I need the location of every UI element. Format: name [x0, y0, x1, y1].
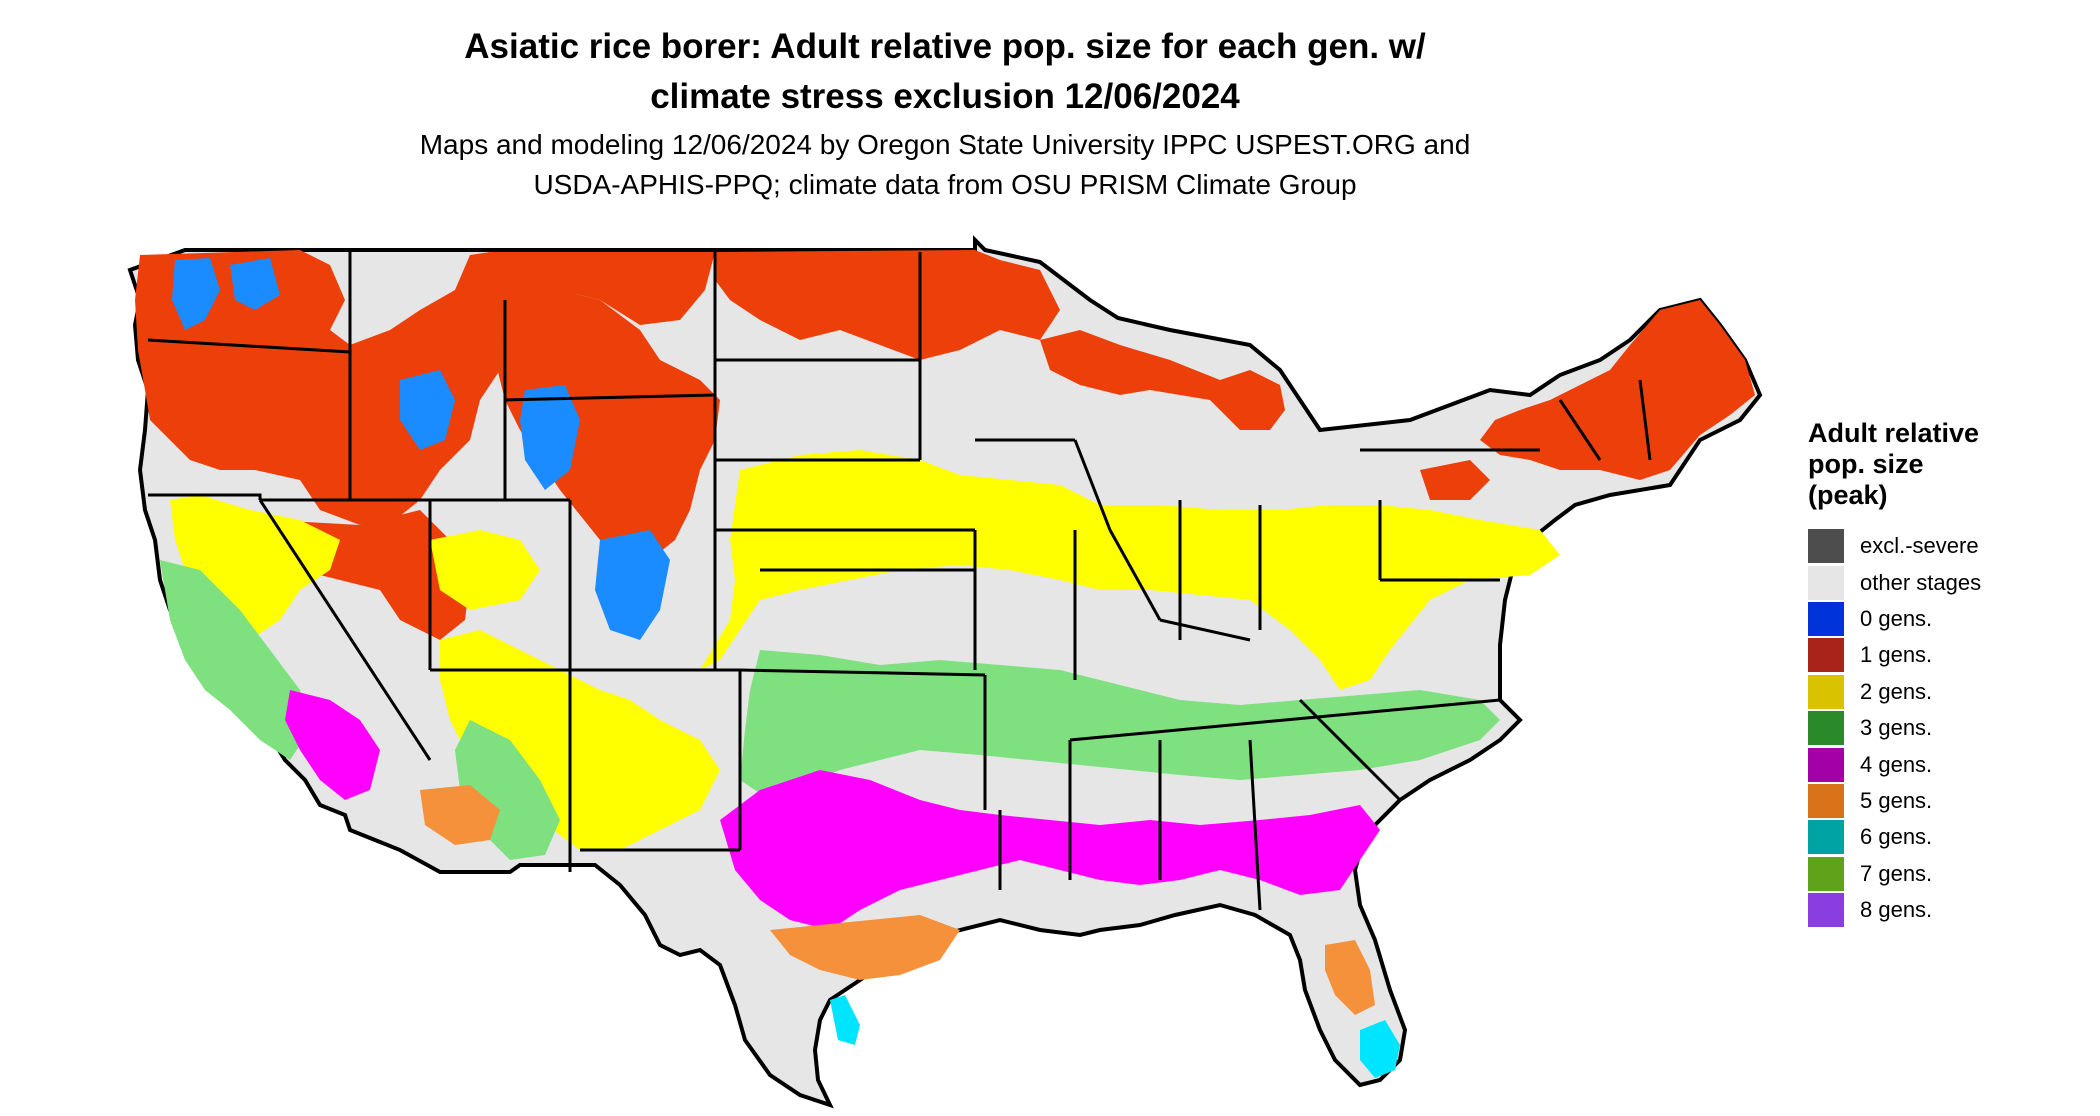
- legend-title-line-3: (peak): [1808, 480, 1888, 510]
- legend-item: other stages: [1808, 564, 2078, 600]
- map-title: Asiatic rice borer: Adult relative pop. …: [0, 22, 1890, 122]
- legend-item: 3 gens.: [1808, 710, 2078, 746]
- legend-swatch: [1808, 711, 1844, 746]
- map-legend: Adult relative pop. size (peak) excl.-se…: [1808, 418, 2078, 928]
- legend-label: 5 gens.: [1860, 787, 1933, 813]
- legend-swatch: [1808, 565, 1844, 600]
- region-florida-orange: [1325, 940, 1375, 1015]
- region-california-green: [160, 560, 310, 760]
- legend-items: excl.-severe other stages 0 gens. 1 gens. 2 …: [1808, 528, 2078, 928]
- legend-title: Adult relative pop. size (peak): [1808, 418, 2078, 511]
- region-gulf-magenta: [720, 770, 1380, 930]
- map-subtitle-line-2: USDA-APHIS-PPQ; climate data from OSU PR…: [533, 169, 1357, 200]
- map-subtitle: Maps and modeling 12/06/2024 by Oregon S…: [0, 125, 1890, 205]
- legend-label: 1 gens.: [1860, 642, 1933, 668]
- region-texas-coast-orange: [770, 915, 960, 980]
- region-idaho-blue: [400, 370, 455, 450]
- legend-label: 3 gens.: [1860, 715, 1933, 741]
- region-southern-green: [740, 650, 1500, 800]
- region-northeast-red: [1480, 300, 1755, 480]
- region-cascades-blue: [172, 258, 220, 330]
- region-colorado-yellow: [430, 530, 540, 610]
- region-rockies-red: [495, 290, 720, 560]
- legend-label: other stages: [1860, 569, 1982, 595]
- legend-label: 2 gens.: [1860, 678, 1933, 704]
- region-colorado-blue: [595, 530, 670, 640]
- region-desert-magenta: [285, 690, 380, 800]
- legend-title-line-1: Adult relative: [1808, 418, 1980, 448]
- legend-swatch: [1808, 893, 1844, 928]
- region-northwest-blue: [230, 258, 280, 310]
- legend-swatch: [1808, 674, 1844, 709]
- legend-swatch: [1808, 638, 1844, 673]
- legend-title-line-2: pop. size: [1808, 449, 1924, 479]
- region-arizona-orange: [420, 785, 500, 845]
- region-wyoming-blue: [520, 385, 580, 490]
- region-texas-tip-cyan: [830, 995, 860, 1045]
- map-title-line-2: climate stress exclusion 12/06/2024: [650, 77, 1240, 116]
- region-northwest-red: [135, 250, 580, 525]
- region-florida-tip-cyan: [1360, 1020, 1400, 1078]
- legend-label: 4 gens.: [1860, 751, 1933, 777]
- region-north-central-red: [715, 250, 1060, 360]
- region-northern-plains-red: [490, 252, 715, 325]
- legend-item: 6 gens.: [1808, 819, 2078, 855]
- legend-label: excl.-severe: [1860, 533, 1979, 559]
- legend-item: 0 gens.: [1808, 601, 2078, 637]
- legend-item: 4 gens.: [1808, 746, 2078, 782]
- legend-item: 1 gens.: [1808, 637, 2078, 673]
- state-boundaries: [147, 250, 1652, 911]
- legend-label: 0 gens.: [1860, 605, 1933, 631]
- legend-swatch: [1808, 783, 1844, 818]
- region-appalachia-red: [1420, 460, 1490, 500]
- legend-swatch: [1808, 747, 1844, 782]
- map-title-line-1: Asiatic rice borer: Adult relative pop. …: [464, 27, 1426, 66]
- region-central-yellow: [700, 450, 1560, 690]
- legend-label: 7 gens.: [1860, 860, 1933, 886]
- legend-swatch: [1808, 601, 1844, 636]
- legend-swatch: [1808, 820, 1844, 855]
- legend-item: 7 gens.: [1808, 856, 2078, 892]
- map-subtitle-line-1: Maps and modeling 12/06/2024 by Oregon S…: [419, 129, 1471, 160]
- legend-item: 2 gens.: [1808, 674, 2078, 710]
- legend-label: 8 gens.: [1860, 897, 1933, 923]
- legend-label: 6 gens.: [1860, 824, 1933, 850]
- legend-swatch: [1808, 529, 1844, 564]
- legend-item: excl.-severe: [1808, 528, 2078, 564]
- legend-item: 5 gens.: [1808, 783, 2078, 819]
- region-great-lakes-red: [1040, 330, 1285, 430]
- legend-item: 8 gens.: [1808, 892, 2078, 928]
- legend-swatch: [1808, 856, 1844, 891]
